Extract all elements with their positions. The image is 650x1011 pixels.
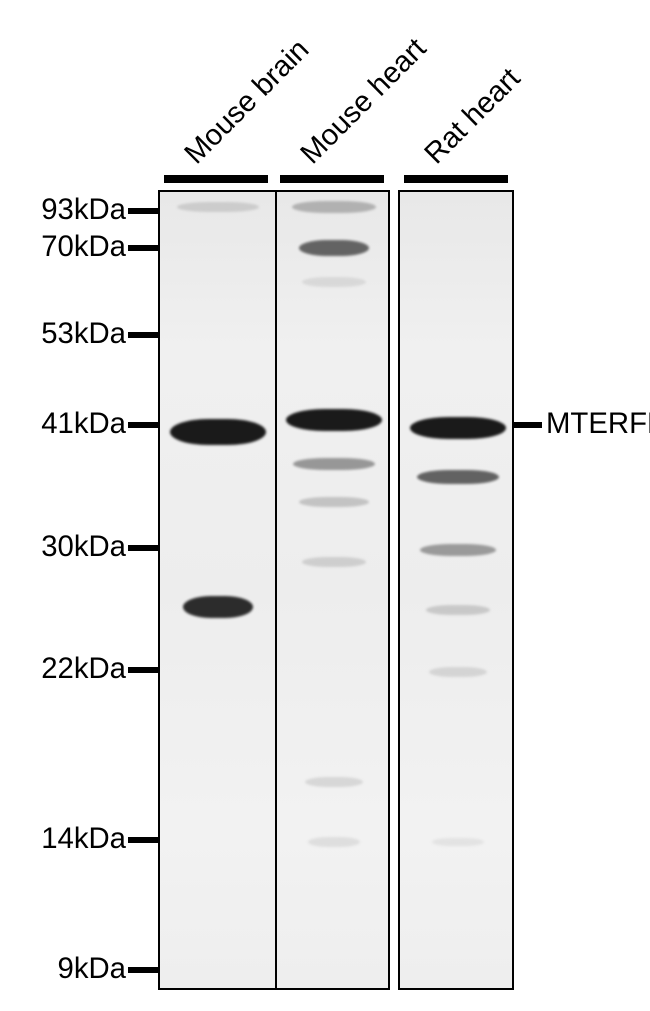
blot-band [302,557,366,567]
ladder-tick [128,332,158,338]
blot-bg [400,192,512,988]
blot-band [299,497,369,507]
blot-box-left [158,190,390,990]
lane-divider [275,192,277,988]
ladder-tick [128,967,158,973]
blot-band [292,201,376,213]
ladder-label: 14kDa [41,822,126,856]
blot-band [302,277,366,287]
ladder-tick [128,837,158,843]
lane-label: Rat heart [418,62,527,171]
blot-band [410,417,505,439]
target-tick [514,422,542,428]
lane-header-bar [164,175,268,183]
blot-band [420,544,497,556]
lane-header-bar [404,175,508,183]
ladder-tick [128,208,158,214]
blot-band [177,202,258,212]
ladder-label: 53kDa [41,317,126,351]
blot-band [432,838,484,846]
ladder-tick [128,422,158,428]
ladder-label: 22kDa [41,652,126,686]
blot-band [299,240,369,256]
blot-band [286,409,381,431]
blot-band [429,667,487,677]
ladder-tick [128,245,158,251]
blot-band [305,777,363,787]
blot-box-right [398,190,514,990]
blot-band [417,470,498,484]
ladder-tick [128,545,158,551]
target-label: MTERFD3 [546,407,650,441]
ladder-label: 9kDa [58,952,126,986]
blot-band [183,596,253,618]
blot-band [426,605,490,615]
blot-band [293,458,374,470]
lane-label: Mouse brain [178,33,316,171]
ladder-label: 41kDa [41,407,126,441]
ladder-label: 30kDa [41,530,126,564]
lane-header-bar [280,175,384,183]
lane-label: Mouse heart [294,32,433,171]
ladder-label: 70kDa [41,230,126,264]
blot-bg [160,192,388,988]
western-blot-figure: Mouse brainMouse heartRat heart 93kDa70kD… [0,0,650,1011]
ladder-tick [128,667,158,673]
ladder-label: 93kDa [41,193,126,227]
blot-band [170,419,265,445]
blot-band [308,837,360,847]
